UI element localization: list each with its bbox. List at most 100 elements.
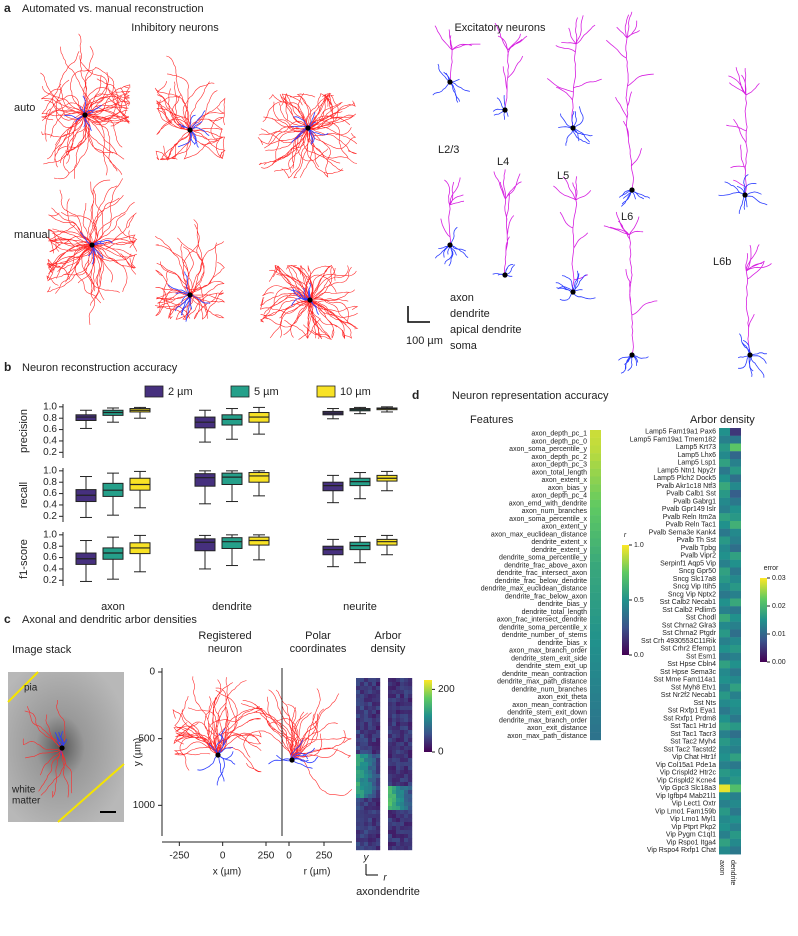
density-cell (360, 702, 365, 707)
heatmap-cell (730, 753, 741, 762)
density-cell (364, 734, 369, 739)
density-cell (356, 766, 361, 771)
density-cell (408, 790, 413, 795)
x-tick-label: 0 (286, 851, 292, 862)
layer-label: L6 (621, 211, 633, 223)
density-cell (400, 810, 405, 815)
density-cell (364, 718, 369, 723)
density-cell (392, 738, 397, 743)
density-cell (388, 706, 393, 711)
density-cell (368, 694, 373, 699)
axon-trace (22, 699, 73, 799)
density-cell (372, 782, 377, 787)
density-cell (388, 818, 393, 823)
density-cell (388, 794, 393, 799)
density-cell (408, 750, 413, 755)
density-cell (396, 750, 401, 755)
density-cell (408, 734, 413, 739)
heatmap-cell (730, 490, 741, 498)
density-cell (396, 698, 401, 703)
apical-dendrite-trace (553, 176, 592, 293)
density-cell (364, 758, 369, 763)
soma (215, 752, 221, 758)
feature-name: dendrite_stem_exit_down (507, 710, 587, 717)
density-cell (376, 770, 381, 775)
density-cell (364, 746, 369, 751)
y-tick-label: 0.6 (43, 424, 57, 435)
density-cell (368, 834, 373, 839)
type-name: Sncg Slc17a8 (673, 576, 716, 583)
density-cell (356, 718, 361, 723)
density-cell (360, 682, 365, 687)
type-name: Sst Mme Fam114a1 (653, 677, 716, 684)
y-tick-label: 500 (138, 733, 155, 744)
density-cell (404, 722, 409, 727)
feature-name: axon_extent_y (541, 524, 587, 531)
heatmap-cell (719, 645, 730, 653)
density-cell (408, 806, 413, 811)
density-cell (372, 826, 377, 831)
scale-bar-label: 100 µm (406, 335, 443, 347)
dendrite-trace (492, 95, 509, 120)
density-cell (360, 762, 365, 767)
heatmap-cell (719, 629, 730, 638)
type-name: Vip Crispld2 Kcne4 (657, 777, 717, 784)
heatmap-cell (590, 608, 601, 617)
density-cell (392, 762, 397, 767)
heatmap-cell (719, 435, 730, 444)
density-cell (396, 742, 401, 747)
density-cell (364, 702, 369, 707)
density-cell (404, 790, 409, 795)
density-cell (364, 774, 369, 779)
density-cell (364, 846, 369, 851)
density-cell (376, 726, 381, 731)
feature-name: dendrite_stem_exit_side (511, 655, 587, 662)
density-cell (388, 814, 393, 819)
density-cell (368, 750, 373, 755)
y-tick-label: 0.8 (43, 413, 57, 424)
density-cell (408, 770, 413, 775)
heatmap-cell (730, 668, 741, 677)
density-cell (372, 846, 377, 851)
density-cell (368, 762, 373, 767)
density-cell (376, 750, 381, 755)
density-cell (364, 750, 369, 755)
density-cell (368, 698, 373, 703)
density-cell (364, 730, 369, 735)
density-cell (404, 814, 409, 819)
axon-trace (155, 219, 226, 320)
density-cell (408, 694, 413, 699)
density-cell (396, 730, 401, 735)
heatmap-cell (590, 561, 601, 570)
heatmap-cell (730, 738, 741, 746)
density-cell (408, 842, 413, 847)
density-cell (404, 690, 409, 695)
density-cell (392, 714, 397, 719)
subpanel-title: Polar (305, 630, 331, 642)
row-label: auto (14, 102, 35, 114)
density-cell (392, 798, 397, 803)
heatmap-cell (590, 678, 601, 686)
density-cell (360, 694, 365, 699)
density-cell (372, 822, 377, 827)
density-cell (408, 826, 413, 831)
density-cell (400, 846, 405, 851)
density-cell (396, 798, 401, 803)
type-name: Pvalb Akr1c18 Ntf3 (656, 483, 716, 490)
type-name: Vip Igfbp4 Mab21l1 (656, 793, 716, 800)
soma (447, 79, 453, 85)
feature-name: dendrite_extent_x (531, 539, 587, 546)
density-cell (360, 710, 365, 715)
density-cell (364, 726, 369, 731)
heatmap-cell (719, 722, 730, 731)
column-label: axon (356, 886, 380, 898)
soma (570, 125, 576, 131)
heatmap-cell (719, 513, 730, 522)
dendrite-trace (167, 271, 211, 322)
density-cell (408, 742, 413, 747)
density-cell (356, 778, 361, 783)
heatmap-cell (730, 590, 741, 599)
density-cell (356, 694, 361, 699)
density-cell (364, 810, 369, 815)
density-cell (392, 682, 397, 687)
